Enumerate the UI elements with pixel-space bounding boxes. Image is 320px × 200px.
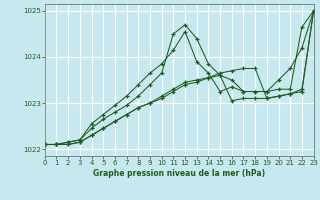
X-axis label: Graphe pression niveau de la mer (hPa): Graphe pression niveau de la mer (hPa) [93,169,265,178]
